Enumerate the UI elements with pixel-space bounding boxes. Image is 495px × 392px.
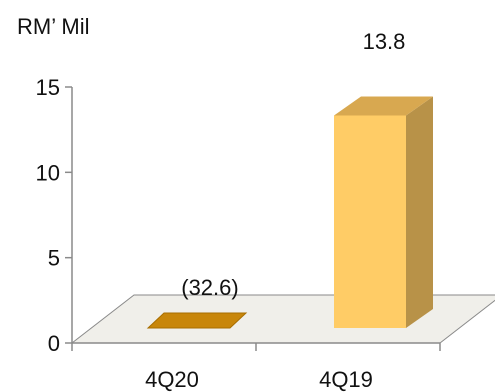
y-tick-label: 5 [48, 246, 60, 271]
bar-4q20 [148, 313, 246, 328]
y-axis-label: RM’ Mil [17, 14, 90, 39]
data-label-4q20: (32.6) [181, 275, 238, 300]
y-tick-label: 10 [36, 160, 60, 185]
bar-4q19 [334, 115, 406, 328]
y-tick-label: 0 [48, 331, 60, 356]
y-tick-label: 15 [36, 75, 60, 100]
x-tick-label: 4Q19 [319, 367, 373, 392]
bar-4q19-side [406, 96, 433, 328]
x-tick-label: 4Q20 [145, 367, 199, 392]
data-label-4q19: 13.8 [363, 29, 406, 54]
